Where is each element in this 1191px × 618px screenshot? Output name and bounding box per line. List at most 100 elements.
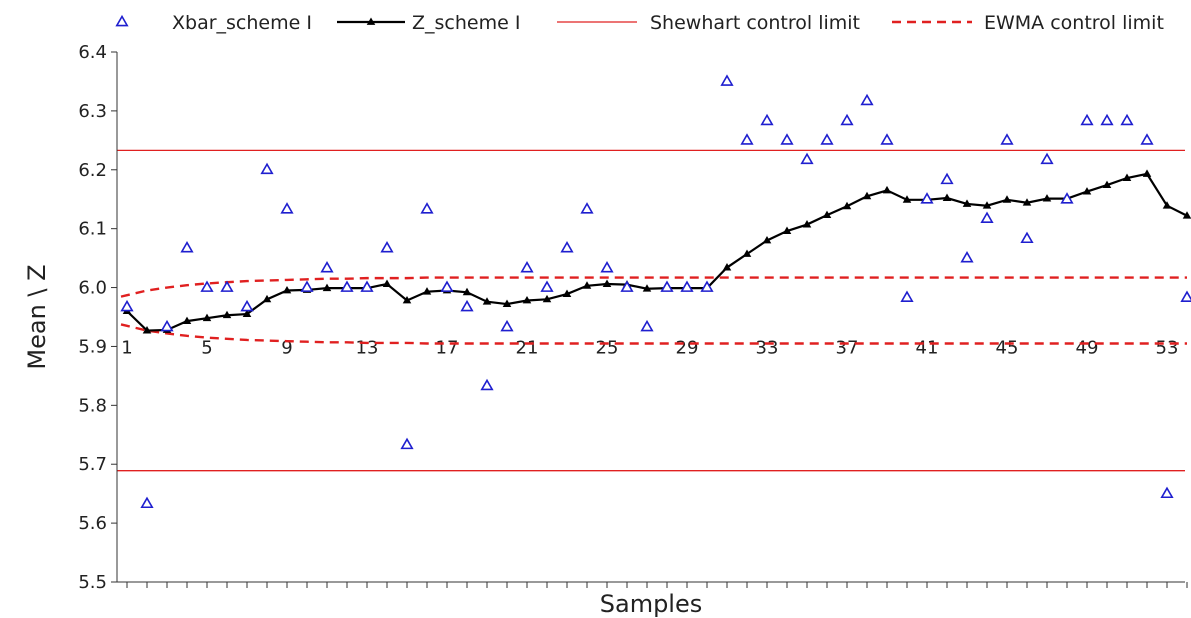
xbar-point [360,280,374,292]
xbar-point [120,299,134,312]
xbar-point [420,202,434,214]
xbar-point [700,280,714,292]
x-tick-label: 49 [1076,337,1099,358]
ewma-upper-limit [120,276,1187,298]
xbar-point [1160,486,1174,499]
xbar-point [560,240,574,253]
xbar-point [940,172,954,185]
z-scheme-line [126,172,1188,332]
z-scheme-point [402,296,412,304]
control-limits [117,149,1187,472]
z-scheme-point [562,289,572,297]
z-scheme-point [1142,169,1152,177]
ewma-lower-limit [120,323,1187,345]
xbar-point [980,211,994,224]
xbar-point [960,251,974,263]
z-scheme-point [642,284,652,292]
xbar-point [640,319,654,332]
xbar-point [320,261,334,273]
xbar-point [660,280,674,292]
x-tick-label: 53 [1156,337,1179,358]
z-scheme-point [462,287,472,296]
z-scheme-point [382,279,392,287]
x-axis-title: Samples [600,590,703,618]
xbar-point [820,133,834,145]
xbar-point [300,280,314,292]
x-tick-label: 45 [996,337,1019,358]
z-scheme-point [902,195,912,203]
xbar-point [460,299,474,312]
z-scheme-point [182,316,192,325]
xbar-point [920,192,934,204]
y-tick-label: 5.8 [78,395,107,416]
z-scheme-point [1122,173,1132,181]
x-tick-label: 13 [356,337,379,358]
xbar-point [200,280,214,292]
xbar-point [500,319,514,332]
z-scheme-point [582,281,592,289]
z-scheme-point [762,235,772,244]
z-scheme-point [1082,187,1092,195]
x-tick-label: 9 [281,337,292,358]
z-scheme-series [122,169,1191,334]
z-scheme-point [522,296,532,304]
z-scheme-point [222,310,232,319]
xbar-point [480,378,494,391]
z-scheme-point [822,210,832,219]
x-tick-label: 29 [676,337,699,358]
z-scheme-point [1002,195,1012,203]
xbar-point [1080,113,1094,126]
y-tick-label: 6.2 [78,160,107,181]
z-scheme-point [242,309,252,317]
xbar-point [540,280,554,292]
z-scheme-point [1102,180,1112,189]
y-tick-label: 6.4 [78,42,107,63]
legend-label-z: Z_scheme I [412,12,520,34]
z-scheme-point [1042,194,1052,202]
z-scheme-point [422,287,432,295]
xbar-point [780,133,794,145]
xbar-point [440,280,454,292]
z-scheme-point [602,279,612,287]
x-tick-label: 25 [596,337,619,358]
legend-label-ewma: EWMA control limit [984,12,1164,34]
axes [116,52,1185,583]
x-axis-ticks: 1 5 9 13 17 21 25 29 33 37 41 45 49 53 [121,337,1188,588]
xbar-point [1040,152,1054,165]
z-scheme-point [202,313,212,322]
xbar-point [580,202,594,214]
xbar-point [740,133,754,145]
y-tick-label: 6.3 [78,101,107,122]
y-tick-label: 5.7 [78,454,107,475]
z-scheme-point [862,191,872,200]
x-tick-label: 1 [121,337,132,358]
z-scheme-point [942,193,952,201]
z-scheme-point [282,286,292,294]
legend-symbol-z-marker [366,17,376,25]
z-scheme-point [142,326,152,334]
xbar-point [620,280,634,292]
xbar-point [140,496,154,509]
z-scheme-point [982,201,992,209]
xbar-point [900,290,914,302]
x-tick-label: 37 [836,337,859,358]
x-tick-label: 17 [436,337,459,358]
z-scheme-point [962,199,972,207]
z-scheme-point [482,297,492,305]
y-tick-label: 5.9 [78,336,107,357]
x-tick-label: 41 [916,337,939,358]
z-scheme-point [1162,201,1172,209]
legend-symbol-xbar [115,14,129,27]
xbar-point [880,133,894,145]
xbar-point [1060,192,1074,204]
legend-label-xbar: Xbar_scheme I [172,12,312,34]
y-tick-label: 5.5 [78,572,107,593]
xbar-point [860,93,874,106]
z-scheme-point [1022,198,1032,206]
y-axis-ticks: 5.5 5.6 5.7 5.8 5.9 6.0 6.1 6.2 6.3 6.4 [78,42,117,593]
legend: Xbar_scheme I Z_scheme I Shewhart contro… [115,12,1164,34]
xbar-point [520,261,534,273]
xbar-point [340,280,354,292]
y-tick-label: 6.1 [78,219,107,240]
